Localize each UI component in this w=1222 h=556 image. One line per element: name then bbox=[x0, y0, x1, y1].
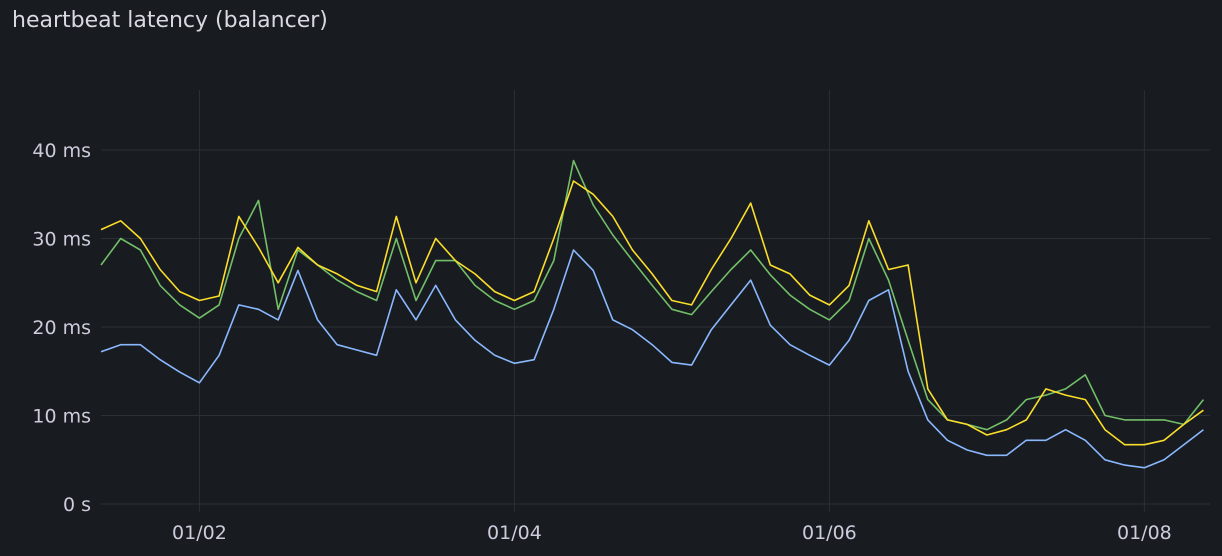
y-tick-label: 10 ms bbox=[32, 406, 91, 428]
y-tick-label: 30 ms bbox=[32, 229, 91, 251]
y-tick-label: 0 s bbox=[63, 494, 91, 516]
y-tick-label: 20 ms bbox=[32, 317, 91, 339]
y-tick-label: 40 ms bbox=[32, 140, 91, 162]
series-blue-line bbox=[100, 249, 1204, 469]
x-tick-label: 01/08 bbox=[1117, 522, 1172, 544]
series-green-line bbox=[100, 159, 1205, 431]
series-yellow-line bbox=[100, 180, 1204, 446]
panel-title: heartbeat latency (balancer) bbox=[12, 8, 328, 33]
x-tick-label: 01/04 bbox=[487, 522, 542, 544]
x-tick-label: 01/02 bbox=[172, 522, 227, 544]
x-tick-label: 01/06 bbox=[802, 522, 857, 544]
